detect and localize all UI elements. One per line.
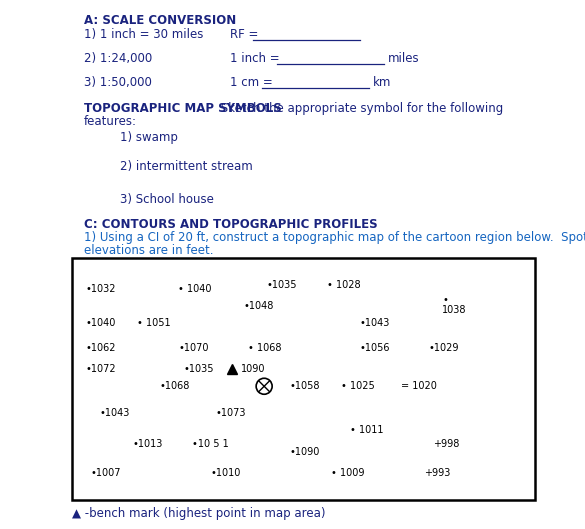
Text: TOPOGRAPHIC MAP SYMBOLS: TOPOGRAPHIC MAP SYMBOLS (84, 102, 282, 115)
Text: •1058: •1058 (290, 381, 320, 391)
Text: A: SCALE CONVERSION: A: SCALE CONVERSION (84, 14, 236, 27)
Text: • 1009: • 1009 (331, 468, 365, 478)
Text: •1010: •1010 (211, 468, 241, 478)
Text: 1) 1 inch = 30 miles: 1) 1 inch = 30 miles (84, 28, 204, 41)
Text: •1013: •1013 (132, 440, 163, 449)
Text: RF =: RF = (230, 28, 262, 41)
Text: •1035: •1035 (266, 280, 297, 289)
Text: ▲ -bench mark (highest point in map area): ▲ -bench mark (highest point in map area… (72, 507, 325, 520)
Text: •1090: •1090 (290, 446, 320, 457)
Text: miles: miles (388, 52, 419, 65)
Text: •1043: •1043 (100, 408, 130, 418)
Text: elevations are in feet.: elevations are in feet. (84, 244, 214, 257)
Text: +998: +998 (433, 440, 459, 449)
Text: •10 5 1: •10 5 1 (192, 440, 229, 449)
Text: • 1051: • 1051 (137, 318, 170, 329)
Text: 1) swamp: 1) swamp (120, 131, 178, 144)
Text: • 1028: • 1028 (326, 280, 360, 289)
Text: = 1020: = 1020 (401, 381, 436, 391)
Text: •1070: •1070 (178, 343, 209, 352)
Text: 2) intermittent stream: 2) intermittent stream (120, 160, 253, 173)
Text: •1029: •1029 (428, 343, 459, 352)
Text: •1056: •1056 (359, 343, 390, 352)
Text: •1032: •1032 (86, 285, 116, 295)
Text: 2) 1:24,000: 2) 1:24,000 (84, 52, 152, 65)
Text: •1068: •1068 (160, 381, 190, 391)
Text: •1062: •1062 (86, 343, 116, 352)
Text: 1) Using a CI of 20 ft, construct a topographic map of the cartoon region below.: 1) Using a CI of 20 ft, construct a topo… (84, 231, 585, 244)
Text: 1 inch =: 1 inch = (230, 52, 283, 65)
Text: •1048: •1048 (243, 302, 274, 312)
Bar (72, 258, 535, 500)
Text: 1090: 1090 (241, 364, 266, 375)
Text: 1 cm =: 1 cm = (230, 76, 277, 89)
Text: Sketch the appropriate symbol for the following: Sketch the appropriate symbol for the fo… (218, 102, 504, 115)
Text: •: • (442, 295, 448, 305)
Text: •1043: •1043 (359, 318, 390, 329)
Text: 3) School house: 3) School house (120, 193, 214, 206)
Text: C: CONTOURS AND TOPOGRAPHIC PROFILES: C: CONTOURS AND TOPOGRAPHIC PROFILES (84, 218, 378, 231)
Text: •1035: •1035 (183, 364, 214, 375)
Text: •1072: •1072 (86, 364, 116, 375)
Text: •1007: •1007 (91, 468, 121, 478)
Text: • 1040: • 1040 (178, 285, 212, 295)
Text: •1040: •1040 (86, 318, 116, 329)
Text: km: km (373, 76, 391, 89)
Text: • 1011: • 1011 (350, 425, 383, 435)
Text: 1038: 1038 (442, 305, 467, 315)
Text: +993: +993 (424, 468, 450, 478)
Text: •1073: •1073 (215, 408, 246, 418)
Text: • 1025: • 1025 (340, 381, 374, 391)
Text: 3) 1:50,000: 3) 1:50,000 (84, 76, 152, 89)
Text: features:: features: (84, 115, 137, 128)
Text: • 1068: • 1068 (248, 343, 281, 352)
